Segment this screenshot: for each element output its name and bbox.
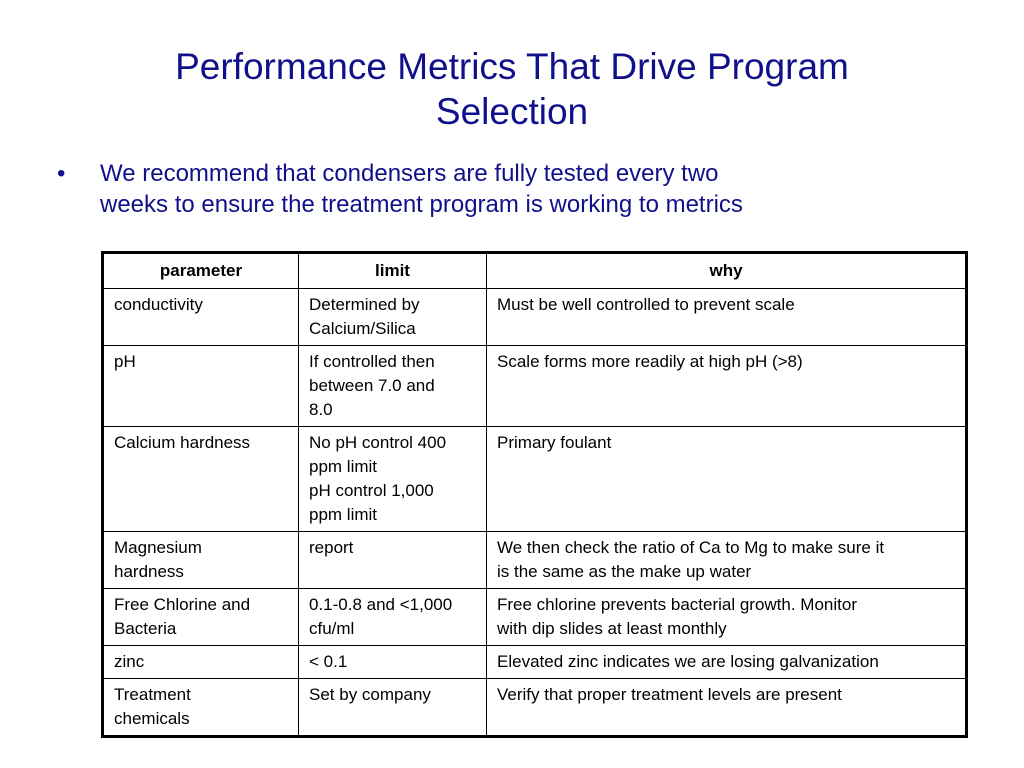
table-row: Calcium hardness No pH control 400 ppm lim…	[102, 426, 967, 532]
table-row: Magnesium hardness report We then check the…	[102, 531, 967, 589]
cell-limit: Set by company	[298, 678, 487, 737]
bullet-text-line: weeks to ensure the treatment program is…	[100, 191, 743, 218]
cell-text-line: Verify that proper treatment levels are …	[497, 685, 842, 704]
table-header-row: parameter limit why	[102, 252, 967, 289]
cell-why: Verify that proper treatment levels are …	[486, 678, 967, 737]
cell-parameter: Calcium hardness	[102, 426, 299, 532]
column-header-parameter: parameter	[102, 252, 299, 289]
table-row: conductivity Determined by Calcium/Silica M…	[102, 288, 967, 346]
cell-text-line: Magnesium	[114, 538, 202, 557]
cell-parameter: pH	[102, 345, 299, 427]
cell-limit: Determined by Calcium/Silica	[298, 288, 487, 346]
cell-text-line: cfu/ml	[309, 619, 355, 638]
slide-title: Performance Metrics That Drive Program S…	[0, 44, 1024, 134]
cell-text-line: report	[309, 538, 354, 557]
cell-text-line: ppm limit	[309, 505, 378, 524]
cell-text-line: hardness	[114, 562, 184, 581]
cell-why: We then check the ratio of Ca to Mg to m…	[486, 531, 967, 589]
cell-text-line: is the same as the make up water	[497, 562, 752, 581]
cell-text-line: Determined by	[309, 295, 420, 314]
bullet-item: • We recommend that condensers are fully…	[57, 158, 957, 220]
cell-text-line: zinc	[114, 652, 145, 671]
cell-text-line: 8.0	[309, 400, 333, 419]
cell-text-line: Calcium/Silica	[309, 319, 416, 338]
cell-text-line: with dip slides at least monthly	[497, 619, 727, 638]
cell-text-line: ppm limit	[309, 457, 378, 476]
cell-text-line: Must be well controlled to prevent scale	[497, 295, 795, 314]
slide-title-line: Performance Metrics That Drive Program	[175, 46, 849, 87]
cell-text-line: Set by company	[309, 685, 431, 704]
cell-text-line: pH	[114, 352, 136, 371]
cell-why: Free chlorine prevents bacterial growth.…	[486, 588, 967, 646]
cell-text-line: No pH control 400	[309, 433, 447, 452]
table-row: Free Chlorine and Bacteria 0.1-0.8 and <1,…	[102, 588, 967, 646]
cell-parameter: zinc	[102, 645, 299, 679]
column-header-limit: limit	[298, 252, 487, 289]
cell-limit: If controlled then between 7.0 and 8.0	[298, 345, 487, 427]
cell-text-line: Free Chlorine and	[114, 595, 251, 614]
cell-parameter: Free Chlorine and Bacteria	[102, 588, 299, 646]
cell-parameter: conductivity	[102, 288, 299, 346]
cell-text-line: We then check the ratio of Ca to Mg to m…	[497, 538, 885, 557]
cell-why: Elevated zinc indicates we are losing ga…	[486, 645, 967, 679]
metrics-table: parameter limit why conductivity Determin…	[101, 251, 968, 738]
cell-parameter: Treatment chemicals	[102, 678, 299, 737]
cell-text-line: Treatment	[114, 685, 191, 704]
cell-text-line: Scale forms more readily at high pH (>8)	[497, 352, 803, 371]
cell-why: Primary foulant	[486, 426, 967, 532]
slide-title-line: Selection	[435, 91, 589, 132]
cell-text-line: Primary foulant	[497, 433, 612, 452]
cell-text-line: Free chlorine prevents bacterial growth.…	[497, 595, 857, 614]
cell-why: Scale forms more readily at high pH (>8)	[486, 345, 967, 427]
cell-text-line: Elevated zinc indicates we are losing ga…	[497, 652, 879, 671]
bullet-text-line: We recommend that condensers are fully t…	[100, 160, 719, 187]
cell-text-line: Bacteria	[114, 619, 177, 638]
cell-text-line: < 0.1	[309, 652, 348, 671]
bullet-text: We recommend that condensers are fully t…	[100, 158, 880, 220]
cell-text-line: conductivity	[114, 295, 203, 314]
cell-limit: report	[298, 531, 487, 589]
table-row: pH If controlled then between 7.0 and 8.0 Sc…	[102, 345, 967, 427]
cell-text-line: Calcium hardness	[114, 433, 251, 452]
cell-text-line: 0.1-0.8 and <1,000	[309, 595, 453, 614]
cell-text-line: chemicals	[114, 709, 190, 728]
cell-why: Must be well controlled to prevent scale	[486, 288, 967, 346]
column-header-why: why	[486, 252, 967, 289]
cell-text-line: pH control 1,000	[309, 481, 434, 500]
table-row: zinc < 0.1 Elevated zinc indicates we are …	[102, 645, 967, 679]
cell-parameter: Magnesium hardness	[102, 531, 299, 589]
cell-limit: No pH control 400 ppm limit pH control 1,0…	[298, 426, 487, 532]
cell-text-line: between 7.0 and	[309, 376, 435, 395]
cell-text-line: If controlled then	[309, 352, 435, 371]
bullet-mark: •	[57, 160, 66, 187]
table-body: conductivity Determined by Calcium/Silica M…	[102, 288, 967, 737]
cell-limit: < 0.1	[298, 645, 487, 679]
table-row: Treatment chemicals Set by company Verify t…	[102, 678, 967, 737]
cell-limit: 0.1-0.8 and <1,000 cfu/ml	[298, 588, 487, 646]
